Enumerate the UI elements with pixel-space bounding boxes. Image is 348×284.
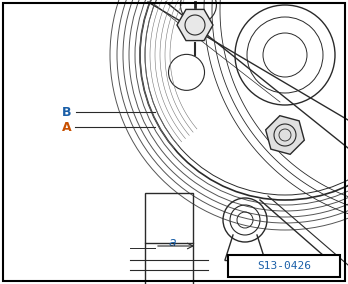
Text: S13-0426: S13-0426 — [257, 261, 311, 271]
Polygon shape — [177, 9, 213, 41]
Bar — [145, 193, 193, 243]
Polygon shape — [266, 116, 304, 154]
Bar — [228, 255, 340, 277]
Text: A: A — [62, 120, 72, 133]
Text: a: a — [168, 237, 176, 250]
Text: B: B — [62, 105, 71, 118]
